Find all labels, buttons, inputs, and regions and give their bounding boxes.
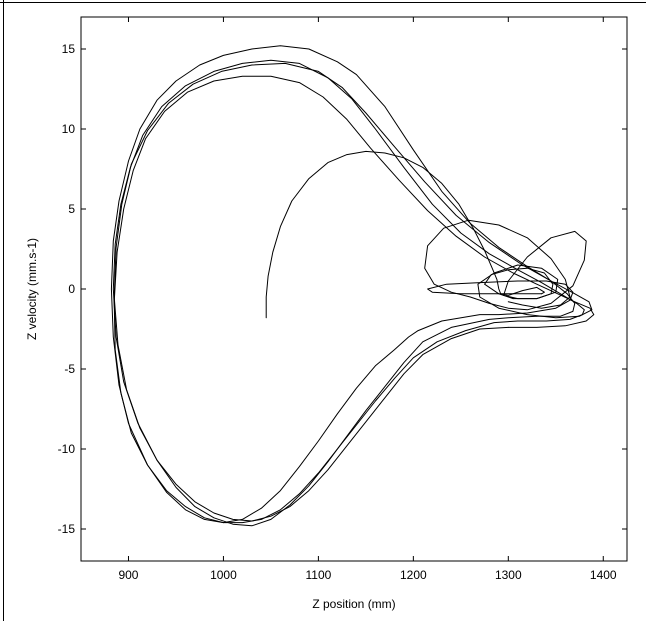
y-tick-label: 0 bbox=[68, 282, 75, 296]
x-axis-label: Z position (mm) bbox=[312, 597, 395, 611]
series-line-4 bbox=[113, 75, 595, 524]
window-edge-left bbox=[3, 0, 4, 621]
series-line-6 bbox=[484, 267, 554, 300]
y-tick-label: -5 bbox=[64, 362, 75, 376]
y-axis-ticks: 15 10 5 0 -5 -10 -15 bbox=[58, 42, 627, 536]
series-group bbox=[110, 45, 595, 527]
y-axis-label: Z velocity (mm.s-1) bbox=[25, 238, 39, 340]
x-tick-label: 1200 bbox=[400, 568, 427, 582]
x-tick-label: 1400 bbox=[590, 568, 617, 582]
x-tick-label: 1000 bbox=[210, 568, 237, 582]
series-line-1 bbox=[265, 150, 545, 319]
x-tick-label: 900 bbox=[118, 568, 138, 582]
series-line-5 bbox=[113, 62, 593, 522]
y-tick-label: -10 bbox=[58, 442, 76, 456]
series-line-7 bbox=[424, 219, 587, 311]
plot-frame bbox=[80, 16, 628, 562]
x-axis-ticks: 900 1000 1100 1200 1300 1400 bbox=[118, 17, 617, 582]
y-tick-label: 15 bbox=[62, 42, 76, 56]
plot-area bbox=[81, 17, 627, 561]
y-tick-label: -15 bbox=[58, 522, 76, 536]
x-tick-label: 1300 bbox=[495, 568, 522, 582]
series-line-2 bbox=[110, 45, 576, 524]
x-tick-label: 1100 bbox=[305, 568, 331, 582]
y-tick-label: 5 bbox=[68, 202, 75, 216]
window-edge-top bbox=[0, 2, 646, 3]
y-tick-label: 10 bbox=[62, 122, 76, 136]
